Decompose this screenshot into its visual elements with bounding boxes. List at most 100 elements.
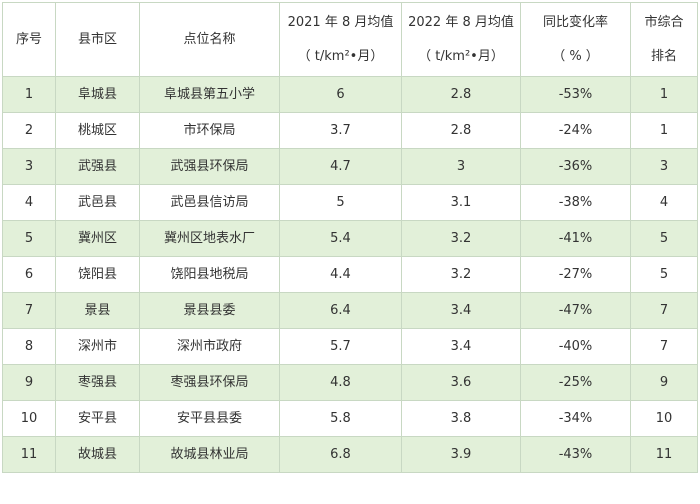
- header-index: 序号: [2, 2, 56, 77]
- cell-yoy-change: -36%: [520, 148, 631, 185]
- cell-2021-mean: 6.8: [279, 436, 402, 473]
- cell-2022-mean: 3.2: [401, 256, 521, 293]
- cell-index: 1: [2, 76, 56, 113]
- header-county: 县市区: [55, 2, 140, 77]
- header-yoy-change: 同比变化率 （ % ）: [520, 2, 631, 77]
- cell-city-rank: 10: [630, 400, 698, 437]
- cell-site: 武强县环保局: [139, 148, 280, 185]
- cell-yoy-change: -43%: [520, 436, 631, 473]
- table-body: 1 阜城县 阜城县第五小学 6 2.8 -53% 1 2 桃城区 市环保局 3.7 2.8 -24% 1 3…: [2, 76, 698, 473]
- cell-2022-mean: 3.4: [401, 292, 521, 329]
- header-2021-mean: 2021 年 8 月均值 （ t/km²•月）: [279, 2, 402, 77]
- cell-county: 桃城区: [55, 112, 140, 149]
- cell-2022-mean: 3.8: [401, 400, 521, 437]
- cell-2022-mean: 2.8: [401, 112, 521, 149]
- cell-site: 深州市政府: [139, 328, 280, 365]
- cell-site: 景县县委: [139, 292, 280, 329]
- cell-index: 8: [2, 328, 56, 365]
- table-header: 序号 县市区 点位名称 2021 年 8 月均值 （ t/km²•月） 2022…: [2, 2, 698, 77]
- table-row: 5 冀州区 冀州区地表水厂 5.4 3.2 -41% 5: [2, 220, 698, 257]
- cell-index: 9: [2, 364, 56, 401]
- cell-city-rank: 11: [630, 436, 698, 473]
- cell-2021-mean: 4.4: [279, 256, 402, 293]
- header-city-rank-line2: 排名: [650, 48, 677, 64]
- cell-2021-mean: 4.8: [279, 364, 402, 401]
- header-2022-mean-unit: （ t/km²•月）: [418, 48, 504, 64]
- cell-county: 阜城县: [55, 76, 140, 113]
- cell-yoy-change: -25%: [520, 364, 631, 401]
- cell-city-rank: 9: [630, 364, 698, 401]
- cell-city-rank: 7: [630, 292, 698, 329]
- header-yoy-change-unit: （ % ）: [552, 48, 599, 64]
- cell-city-rank: 1: [630, 76, 698, 113]
- cell-county: 武强县: [55, 148, 140, 185]
- cell-index: 7: [2, 292, 56, 329]
- cell-county: 冀州区: [55, 220, 140, 257]
- cell-yoy-change: -40%: [520, 328, 631, 365]
- cell-index: 4: [2, 184, 56, 221]
- cell-yoy-change: -38%: [520, 184, 631, 221]
- cell-city-rank: 4: [630, 184, 698, 221]
- cell-2021-mean: 6: [279, 76, 402, 113]
- cell-county: 饶阳县: [55, 256, 140, 293]
- header-2021-mean-title: 2021 年 8 月均值: [287, 14, 394, 30]
- cell-site: 枣强县环保局: [139, 364, 280, 401]
- header-2021-mean-unit: （ t/km²•月）: [297, 48, 384, 64]
- cell-yoy-change: -24%: [520, 112, 631, 149]
- cell-index: 3: [2, 148, 56, 185]
- table-row: 6 饶阳县 饶阳县地税局 4.4 3.2 -27% 5: [2, 256, 698, 293]
- cell-2021-mean: 4.7: [279, 148, 402, 185]
- table-row: 1 阜城县 阜城县第五小学 6 2.8 -53% 1: [2, 76, 698, 113]
- cell-county: 武邑县: [55, 184, 140, 221]
- cell-2021-mean: 3.7: [279, 112, 402, 149]
- cell-yoy-change: -34%: [520, 400, 631, 437]
- cell-county: 故城县: [55, 436, 140, 473]
- cell-yoy-change: -53%: [520, 76, 631, 113]
- cell-2022-mean: 3.2: [401, 220, 521, 257]
- cell-yoy-change: -47%: [520, 292, 631, 329]
- cell-2022-mean: 3.9: [401, 436, 521, 473]
- table-row: 10 安平县 安平县县委 5.8 3.8 -34% 10: [2, 400, 698, 437]
- header-2022-mean-title: 2022 年 8 月均值: [408, 14, 514, 30]
- cell-city-rank: 7: [630, 328, 698, 365]
- table-row: 4 武邑县 武邑县信访局 5 3.1 -38% 4: [2, 184, 698, 221]
- cell-2022-mean: 2.8: [401, 76, 521, 113]
- cell-yoy-change: -27%: [520, 256, 631, 293]
- cell-county: 枣强县: [55, 364, 140, 401]
- cell-county: 深州市: [55, 328, 140, 365]
- cell-city-rank: 3: [630, 148, 698, 185]
- cell-index: 10: [2, 400, 56, 437]
- header-site: 点位名称: [139, 2, 280, 77]
- cell-county: 景县: [55, 292, 140, 329]
- header-city-rank-line1: 市综合: [644, 14, 684, 30]
- cell-site: 安平县县委: [139, 400, 280, 437]
- cell-county: 安平县: [55, 400, 140, 437]
- cell-index: 6: [2, 256, 56, 293]
- cell-2022-mean: 3.1: [401, 184, 521, 221]
- cell-2021-mean: 5.7: [279, 328, 402, 365]
- header-row: 序号 县市区 点位名称 2021 年 8 月均值 （ t/km²•月） 2022…: [2, 2, 698, 77]
- header-city-rank: 市综合 排名: [630, 2, 698, 77]
- cell-site: 故城县林业局: [139, 436, 280, 473]
- cell-index: 2: [2, 112, 56, 149]
- cell-2021-mean: 5.4: [279, 220, 402, 257]
- cell-city-rank: 5: [630, 220, 698, 257]
- table-row: 3 武强县 武强县环保局 4.7 3 -36% 3: [2, 148, 698, 185]
- table-row: 11 故城县 故城县林业局 6.8 3.9 -43% 11: [2, 436, 698, 473]
- cell-2022-mean: 3.6: [401, 364, 521, 401]
- cell-city-rank: 1: [630, 112, 698, 149]
- cell-2021-mean: 5.8: [279, 400, 402, 437]
- table-row: 7 景县 景县县委 6.4 3.4 -47% 7: [2, 292, 698, 329]
- header-yoy-change-title: 同比变化率: [542, 14, 608, 30]
- cell-site: 饶阳县地税局: [139, 256, 280, 293]
- table-row: 9 枣强县 枣强县环保局 4.8 3.6 -25% 9: [2, 364, 698, 401]
- cell-2022-mean: 3: [401, 148, 521, 185]
- cell-yoy-change: -41%: [520, 220, 631, 257]
- cell-index: 5: [2, 220, 56, 257]
- cell-index: 11: [2, 436, 56, 473]
- dust-fall-ranking-table: 序号 县市区 点位名称 2021 年 8 月均值 （ t/km²•月） 2022…: [2, 2, 698, 473]
- cell-site: 阜城县第五小学: [139, 76, 280, 113]
- cell-site: 市环保局: [139, 112, 280, 149]
- cell-site: 武邑县信访局: [139, 184, 280, 221]
